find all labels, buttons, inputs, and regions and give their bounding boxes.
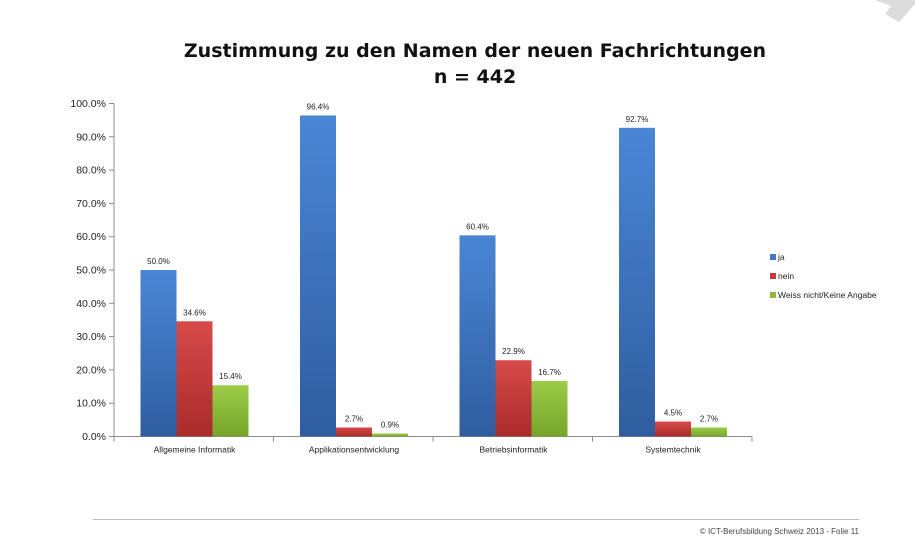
bar-2-3 bbox=[691, 427, 727, 437]
data-label: 0.9% bbox=[381, 421, 399, 430]
data-label: 16.7% bbox=[538, 368, 561, 377]
y-tick-label: 100.0% bbox=[70, 98, 106, 110]
data-label: 2.7% bbox=[345, 415, 363, 424]
data-label: 22.9% bbox=[502, 347, 525, 356]
bar-2-2 bbox=[531, 380, 568, 437]
data-label: 34.6% bbox=[183, 308, 206, 317]
y-tick-label: 60.0% bbox=[76, 231, 106, 243]
bar-2-0 bbox=[212, 385, 249, 437]
bar-0-1 bbox=[300, 115, 336, 437]
bar-0-3 bbox=[619, 127, 655, 437]
y-tick-label: 10.0% bbox=[76, 398, 106, 410]
bar-1-3 bbox=[655, 421, 691, 437]
bar-0-2 bbox=[459, 235, 496, 437]
x-category-label: Allgemeine Informatik bbox=[154, 445, 236, 455]
data-label: 4.5% bbox=[664, 409, 682, 418]
bar-1-0 bbox=[176, 321, 213, 437]
y-tick-label: 70.0% bbox=[76, 198, 106, 210]
legend-label: nein bbox=[778, 271, 794, 281]
legend-label: ja bbox=[777, 252, 785, 262]
y-tick-label: 80.0% bbox=[76, 165, 106, 177]
y-tick-label: 50.0% bbox=[76, 265, 106, 277]
bar-2-1 bbox=[372, 433, 408, 437]
data-label: 92.7% bbox=[626, 115, 649, 124]
x-category-label: Applikationsentwicklung bbox=[309, 445, 400, 455]
footer-divider bbox=[93, 519, 859, 520]
bar-1-2 bbox=[495, 360, 532, 437]
y-tick-label: 20.0% bbox=[76, 364, 106, 376]
bar-1-1 bbox=[336, 427, 372, 437]
legend-swatch bbox=[770, 273, 776, 279]
legend-label: Weiss nicht/Keine Angabe bbox=[778, 290, 877, 300]
y-tick-label: 40.0% bbox=[76, 298, 106, 310]
chart-subtitle: n = 442 bbox=[433, 66, 517, 88]
y-tick-label: 0.0% bbox=[82, 431, 106, 443]
bar-0-0 bbox=[140, 270, 177, 437]
data-label: 2.7% bbox=[700, 415, 718, 424]
data-label: 15.4% bbox=[219, 372, 242, 381]
data-label: 60.4% bbox=[466, 222, 489, 231]
legend-swatch bbox=[770, 254, 776, 260]
data-label: 50.0% bbox=[147, 257, 170, 266]
y-tick-label: 30.0% bbox=[76, 331, 106, 343]
bar-chart: 0.0% 10.0% 20.0% 30.0% 40.0% 50.0% 60.0% 70.0% 8… bbox=[70, 98, 877, 455]
corner-logo-icon bbox=[875, 0, 915, 22]
footer-text: © ICT-Berufsbildung Schweiz 2013 - Folie… bbox=[699, 527, 859, 536]
x-category-label: Systemtechnik bbox=[645, 445, 701, 455]
x-category-label: Betriebsinformatik bbox=[479, 445, 548, 455]
y-tick-label: 90.0% bbox=[76, 131, 106, 143]
chart-title: Zustimmung zu den Namen der neuen Fachri… bbox=[183, 40, 767, 62]
data-label: 96.4% bbox=[307, 102, 330, 111]
legend-swatch bbox=[770, 292, 776, 298]
